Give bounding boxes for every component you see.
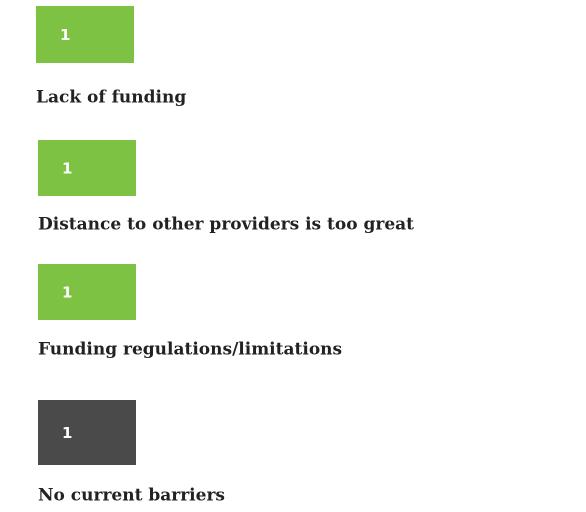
bar [38, 264, 136, 320]
value-label: 1 [62, 424, 72, 442]
category-label: Lack of funding [36, 88, 186, 108]
category-label: Distance to other providers is too great [38, 215, 414, 235]
value-label: 1 [62, 160, 72, 178]
category-label: Funding regulations/limitations [38, 340, 342, 360]
bar [38, 400, 136, 465]
value-label: 1 [60, 26, 70, 44]
bar [38, 140, 136, 196]
value-label: 1 [62, 284, 72, 302]
category-label: No current barriers [38, 486, 225, 506]
bar [36, 6, 134, 63]
